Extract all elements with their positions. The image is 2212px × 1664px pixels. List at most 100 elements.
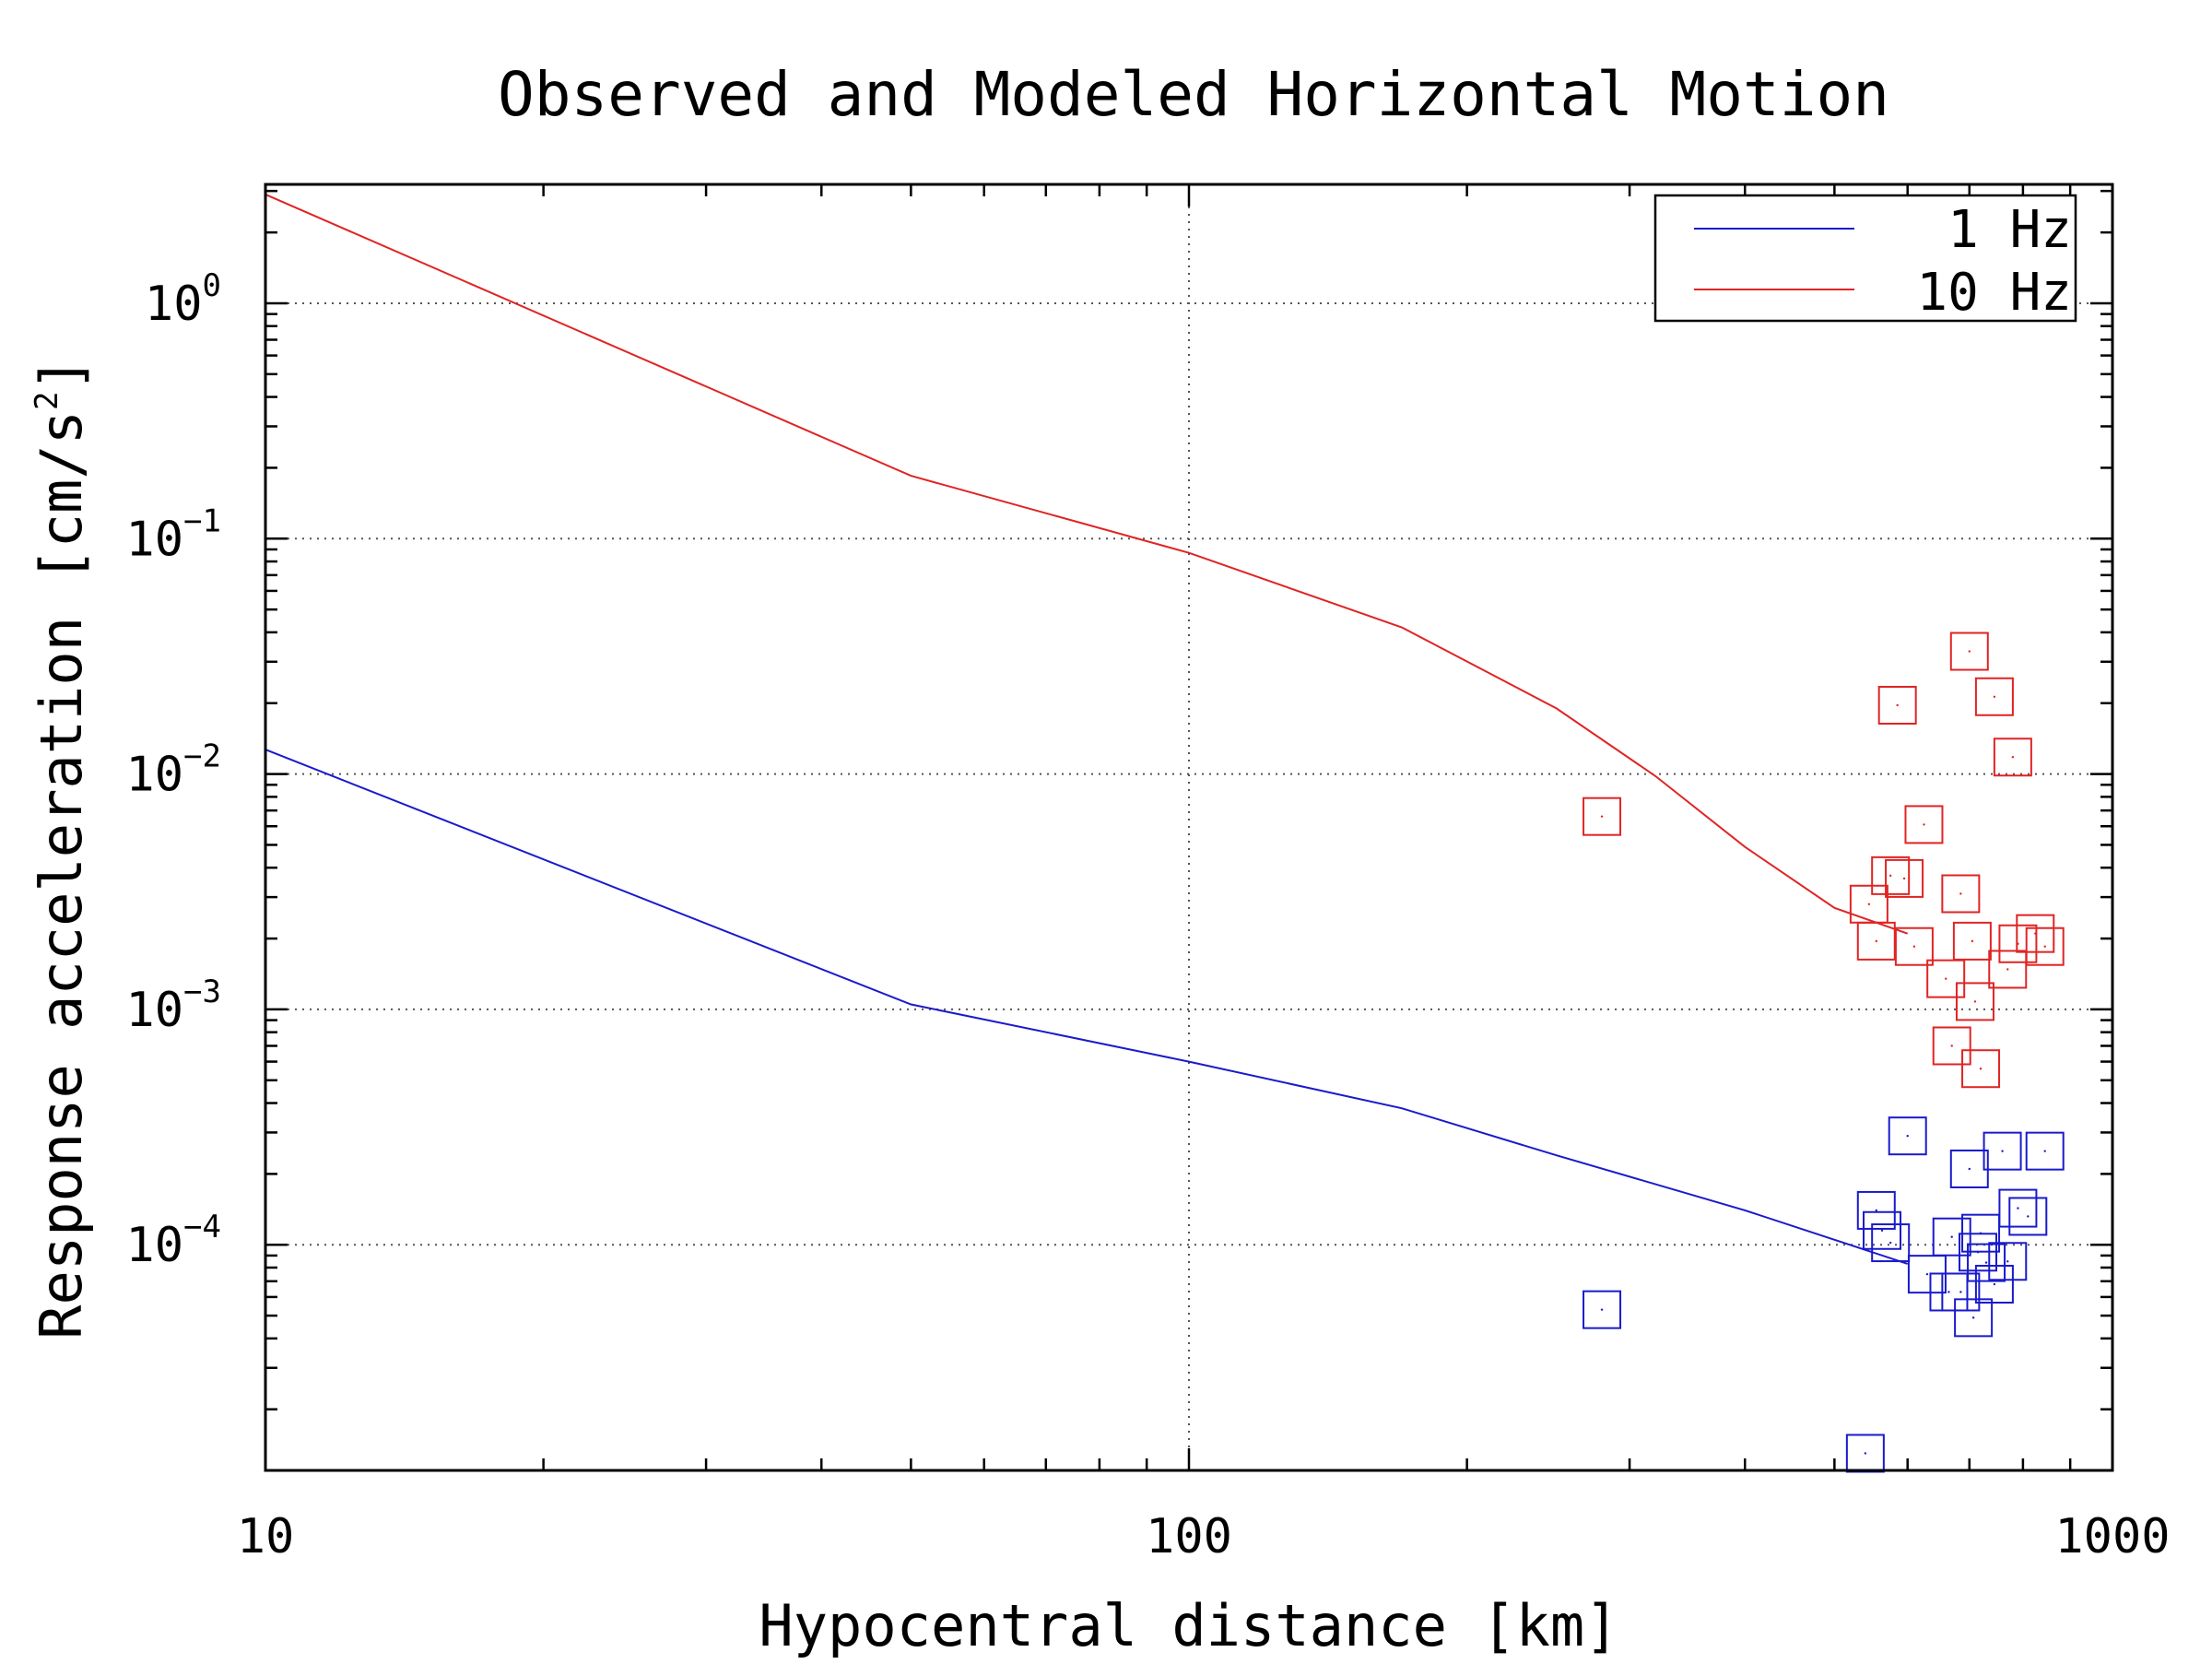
y-tick-label: 10−3 xyxy=(125,974,221,1038)
observed-marker-10hz xyxy=(1877,685,1917,725)
observed-marker-dot-10hz xyxy=(1875,939,1877,943)
axis-ticks xyxy=(264,184,2112,1470)
observed-marker-1hz xyxy=(1988,1242,2028,1281)
observed-marker-dot-10hz xyxy=(1979,1068,1983,1070)
observed-marker-10hz xyxy=(1993,738,2032,777)
y-tick-label-base: 10 xyxy=(145,277,203,332)
model-lines xyxy=(265,193,1909,1265)
observed-marker-dot-1hz xyxy=(1925,1272,1929,1276)
observed-marker-1hz xyxy=(2008,1197,2048,1236)
y-tick-label-exponent: 0 xyxy=(203,267,221,304)
observed-marker-dot-1hz xyxy=(2017,1207,2019,1210)
observed-marker-1hz xyxy=(1888,1116,1927,1156)
observed-marker-dot-1hz xyxy=(1888,1241,1892,1245)
observed-marker-dot-1hz xyxy=(1947,1291,1950,1293)
observed-marker-10hz xyxy=(1952,921,1992,961)
y-axis-label-close: ] xyxy=(28,357,95,391)
observed-marker-1hz xyxy=(1941,1272,1981,1312)
observed-marker-10hz xyxy=(1998,924,2038,963)
observed-marker-dot-10hz xyxy=(1968,650,1971,653)
observed-marker-10hz xyxy=(1885,858,1924,898)
observed-marker-10hz xyxy=(1583,797,1622,836)
observed-marker-1hz xyxy=(1932,1217,1971,1257)
observed-marker-10hz xyxy=(1904,805,1944,844)
observed-marker-1hz xyxy=(1998,1188,2038,1228)
observed-marker-dot-1hz xyxy=(1864,1452,1867,1455)
observed-marker-dot-1hz xyxy=(2001,1150,2004,1152)
observed-marker-1hz xyxy=(1856,1190,1896,1230)
observed-marker-dot-1hz xyxy=(1984,1261,1988,1264)
observed-marker-10hz xyxy=(1974,677,2014,716)
observed-marker-dot-10hz xyxy=(1971,939,1974,943)
y-tick-label-exponent: −4 xyxy=(183,1209,221,1245)
y-tick-label: 100 xyxy=(145,267,221,332)
observed-marker-dot-1hz xyxy=(1950,1235,1953,1238)
observed-marker-1hz xyxy=(1967,1243,2006,1282)
y-tick-label-base: 10 xyxy=(125,512,183,567)
grid-lines xyxy=(265,184,2112,1470)
observed-marker-dot-10hz xyxy=(1973,1000,1977,1003)
observed-marker-1hz xyxy=(1983,1131,2022,1171)
observed-marker-dot-10hz xyxy=(1912,945,1916,948)
observed-marker-10hz xyxy=(1961,1049,2001,1089)
model-line-10hz xyxy=(265,193,1909,935)
observed-marker-dot-1hz xyxy=(1968,1167,1971,1171)
observed-marker-1hz xyxy=(1961,1213,2001,1253)
y-tick-label-base: 10 xyxy=(125,1218,183,1273)
observed-marker-dot-10hz xyxy=(2043,945,2046,948)
observed-marker-dot-1hz xyxy=(2006,1260,2009,1263)
observed-marker-10hz xyxy=(2016,914,2055,953)
observed-marker-dot-10hz xyxy=(2006,968,2009,971)
observed-marker-dot-1hz xyxy=(1993,1282,1996,1286)
observed-marker-dot-1hz xyxy=(1979,1232,1983,1234)
observed-marker-dot-10hz xyxy=(1867,903,1871,905)
observed-marker-10hz xyxy=(1988,950,2028,989)
y-tick-label: 10−1 xyxy=(125,502,221,567)
observed-marker-10hz xyxy=(1856,921,1896,961)
observed-marker-dot-10hz xyxy=(1993,695,1996,698)
y-axis-label-main: Response acceleration [cm/s xyxy=(28,410,95,1339)
observed-markers xyxy=(1583,631,2065,1473)
observed-marker-dot-1hz xyxy=(1875,1209,1877,1212)
observed-marker-1hz xyxy=(1974,1265,2014,1304)
observed-marker-dot-1hz xyxy=(1880,1229,1884,1232)
legend: 1 Hz 10 Hz xyxy=(1653,194,2077,323)
chart-title: Observed and Modeled Horizontal Motion xyxy=(498,59,1889,130)
x-tick-label: 100 xyxy=(1146,1509,1232,1564)
y-tick-label-exponent: −3 xyxy=(183,974,221,1010)
observed-marker-dot-1hz xyxy=(2043,1150,2046,1152)
observed-marker-10hz xyxy=(2025,926,2065,966)
observed-marker-dot-10hz xyxy=(1944,977,1947,980)
observed-marker-dot-1hz xyxy=(1971,1316,1975,1319)
y-tick-label: 10−4 xyxy=(125,1209,221,1273)
observed-marker-dot-1hz xyxy=(1959,1291,1962,1293)
model-line-1hz xyxy=(265,749,1909,1265)
legend-label-1hz: 1 Hz xyxy=(1947,200,2072,260)
observed-marker-dot-10hz xyxy=(1896,703,1899,707)
observed-marker-1hz xyxy=(1863,1210,1902,1250)
observed-marker-10hz xyxy=(1955,982,1994,1021)
x-tick-label: 1000 xyxy=(2054,1509,2170,1564)
observed-marker-dot-10hz xyxy=(2034,932,2037,935)
observed-marker-10hz xyxy=(1932,1026,1971,1066)
y-tick-label-base: 10 xyxy=(125,983,183,1038)
observed-marker-dot-10hz xyxy=(1902,877,1906,880)
observed-marker-dot-10hz xyxy=(1959,892,1962,895)
observed-marker-10hz xyxy=(1949,631,1989,671)
legend-label-10hz: 10 Hz xyxy=(1916,263,2072,323)
observed-marker-1hz xyxy=(1954,1298,1994,1338)
observed-marker-dot-10hz xyxy=(1923,823,1925,826)
y-axis-label: Response acceleration [cm/s2] xyxy=(28,357,95,1339)
observed-marker-10hz xyxy=(1871,856,1911,895)
observed-marker-dot-10hz xyxy=(1888,874,1892,878)
observed-marker-dot-10hz xyxy=(1950,1044,1953,1047)
observed-marker-1hz xyxy=(1871,1223,1911,1263)
x-tick-label: 10 xyxy=(237,1509,295,1564)
plot-frame xyxy=(264,183,2114,1472)
observed-marker-10hz xyxy=(1894,926,1934,966)
x-tick-labels: 10 100 1000 xyxy=(237,1509,2171,1564)
y-tick-label-base: 10 xyxy=(125,748,183,803)
